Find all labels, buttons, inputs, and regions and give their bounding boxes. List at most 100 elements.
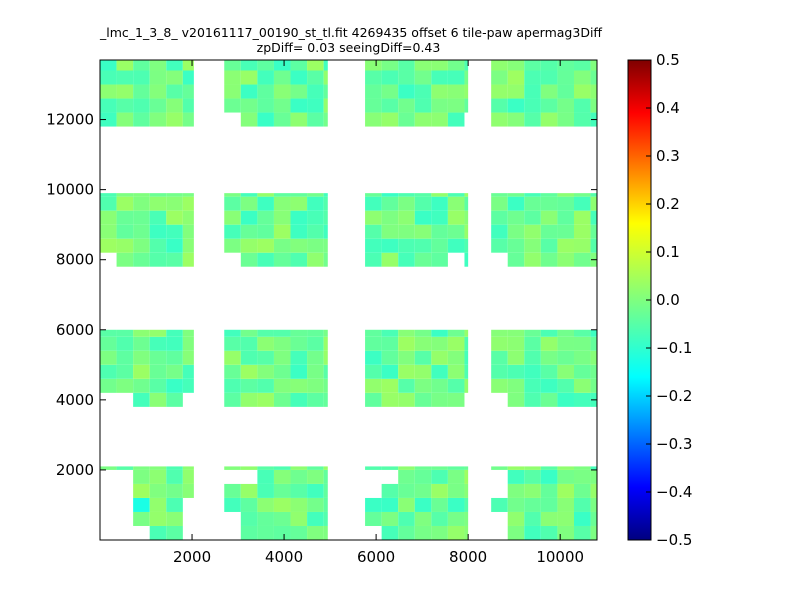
heatmap-cell bbox=[381, 329, 399, 337]
heatmap-cell bbox=[573, 112, 591, 127]
heatmap-cell bbox=[273, 193, 291, 197]
heatmap-cell bbox=[133, 60, 150, 71]
x-axis: 2000 4000 6000 8000 10000 bbox=[173, 60, 584, 566]
heatmap-cell bbox=[323, 483, 328, 498]
heatmap-cell bbox=[100, 196, 117, 211]
heatmap-cell bbox=[491, 112, 508, 127]
heatmap-cell bbox=[133, 483, 150, 498]
heatmap-cell bbox=[257, 350, 274, 365]
heatmap-cell bbox=[540, 469, 558, 484]
heatmap-cell bbox=[524, 98, 541, 113]
heatmap-cell bbox=[431, 98, 448, 113]
heatmap-cell bbox=[273, 336, 291, 351]
heatmap-cell bbox=[573, 60, 591, 71]
heatmap-cell bbox=[307, 60, 324, 71]
heatmap-cell bbox=[573, 238, 591, 253]
heatmap-cell bbox=[240, 112, 258, 127]
heatmap-cell bbox=[573, 224, 591, 239]
heatmap-cell bbox=[182, 84, 194, 99]
x-tick-label: 10000 bbox=[536, 548, 584, 566]
heatmap-cell bbox=[540, 466, 558, 470]
heatmap-cell bbox=[240, 60, 258, 71]
heatmap-cell bbox=[100, 193, 117, 197]
heatmap-cell bbox=[365, 84, 382, 99]
heatmap-cell bbox=[149, 238, 167, 253]
heatmap-cell bbox=[507, 525, 525, 540]
heatmap-cell bbox=[290, 196, 308, 211]
heatmap-cell bbox=[273, 60, 291, 71]
heatmap-cell bbox=[540, 483, 558, 498]
heatmap-cell bbox=[116, 238, 134, 253]
heatmap-cell bbox=[447, 210, 465, 225]
heatmap-cell bbox=[133, 112, 150, 127]
heatmap-cell bbox=[414, 252, 432, 267]
heatmap-cell bbox=[240, 210, 258, 225]
heatmap-cell bbox=[257, 378, 274, 393]
heatmap-cell bbox=[590, 466, 597, 470]
plot-frame bbox=[99, 59, 598, 541]
heatmap-cell bbox=[273, 469, 291, 484]
heatmap-cell bbox=[257, 193, 274, 197]
heatmap-cell bbox=[398, 112, 415, 127]
heatmap-cell bbox=[414, 238, 432, 253]
heatmap-cell bbox=[290, 511, 308, 526]
heatmap-cell bbox=[447, 483, 465, 498]
heatmap-cell bbox=[323, 378, 328, 393]
heatmap-cell bbox=[590, 511, 597, 526]
heatmap-cell bbox=[573, 336, 591, 351]
heatmap-cell bbox=[381, 364, 399, 379]
heatmap-cell bbox=[447, 511, 465, 526]
heatmap-cell bbox=[491, 224, 508, 239]
y-axis: 2000 4000 6000 8000 10000 12000 bbox=[46, 111, 597, 479]
heatmap-cell bbox=[166, 497, 183, 512]
heatmap-cell bbox=[323, 469, 328, 484]
colorbar-tick-label: 0.5 bbox=[656, 51, 680, 69]
heatmap-cell bbox=[414, 497, 432, 512]
heatmap-cell bbox=[524, 364, 541, 379]
heatmap-cell bbox=[240, 196, 258, 211]
heatmap-cell bbox=[398, 525, 415, 540]
heatmap-cell bbox=[573, 469, 591, 484]
heatmap-cell bbox=[365, 238, 382, 253]
heatmap-cell bbox=[149, 350, 167, 365]
heatmap-cell bbox=[381, 466, 399, 470]
heatmap-cell bbox=[464, 511, 469, 526]
heatmap-cell bbox=[273, 70, 291, 85]
heatmap-cell bbox=[273, 224, 291, 239]
heatmap-cell bbox=[240, 364, 258, 379]
heatmap-cell bbox=[398, 511, 415, 526]
heatmap-cell bbox=[590, 60, 597, 71]
heatmap-cell bbox=[447, 378, 465, 393]
heatmap-cell bbox=[381, 525, 399, 540]
heatmap-cell bbox=[431, 497, 448, 512]
heatmap-cell bbox=[540, 378, 558, 393]
heatmap-cell bbox=[557, 378, 574, 393]
heatmap-cell bbox=[491, 466, 508, 470]
heatmap-cell bbox=[100, 329, 117, 337]
heatmap-cell bbox=[166, 336, 183, 351]
heatmap-cell bbox=[365, 252, 382, 267]
heatmap-cell bbox=[166, 466, 183, 470]
heatmap-cell bbox=[116, 336, 134, 351]
heatmap-cell bbox=[116, 84, 134, 99]
heatmap-cell bbox=[307, 252, 324, 267]
heatmap-cell bbox=[431, 60, 448, 71]
heatmap-cell bbox=[290, 70, 308, 85]
heatmap-cell bbox=[365, 329, 382, 337]
heatmap-cell bbox=[464, 70, 469, 85]
heatmap-cell bbox=[557, 238, 574, 253]
heatmap-cell bbox=[507, 112, 525, 127]
heatmap-cell bbox=[182, 252, 194, 267]
heatmap-cell bbox=[182, 60, 194, 71]
heatmap-cell bbox=[491, 329, 508, 337]
heatmap-cell bbox=[133, 466, 150, 470]
heatmap-cell bbox=[149, 469, 167, 484]
heatmap-cell bbox=[133, 224, 150, 239]
heatmap-cell bbox=[224, 196, 241, 211]
heatmap-cell bbox=[573, 70, 591, 85]
heatmap-cell bbox=[381, 238, 399, 253]
heatmap-cell bbox=[431, 196, 448, 211]
heatmap-cell bbox=[166, 193, 183, 197]
heatmap-cell bbox=[507, 238, 525, 253]
heatmap-cell bbox=[557, 469, 574, 484]
